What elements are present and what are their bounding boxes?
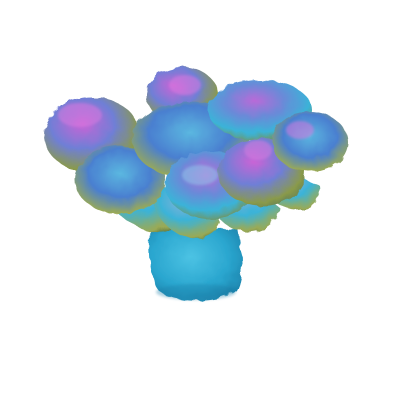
coral-stalk [149, 228, 242, 301]
lobe-left-lower [75, 146, 165, 214]
lobe-far-right [272, 112, 348, 172]
surface-highlights [58, 75, 314, 185]
